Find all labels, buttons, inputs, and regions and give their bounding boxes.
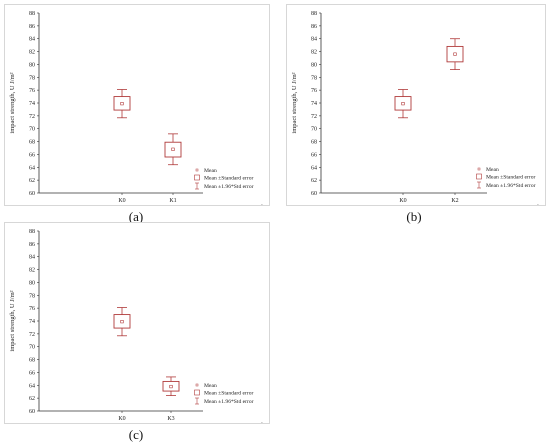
y-tick-label: 72 — [311, 114, 317, 120]
y-tick-label: 78 — [311, 75, 317, 81]
y-tick-label: 60 — [29, 191, 35, 197]
se-box — [446, 45, 464, 63]
y-tick-label: 82 — [29, 268, 35, 274]
legend-mean-label: Mean — [204, 168, 217, 174]
legend-mean-symbol — [195, 383, 199, 387]
y-tick-label: 68 — [311, 140, 317, 146]
se-box — [394, 96, 412, 111]
y-tick-label: 88 — [311, 11, 317, 17]
x-axis-label: Composite material — [488, 204, 539, 205]
y-tick-label: 60 — [29, 409, 35, 415]
x-tick-label: K0 — [118, 198, 125, 204]
caption-b: (b) — [406, 209, 422, 224]
x-tick-label: K1 — [169, 198, 176, 204]
legend-mean-label: Mean — [486, 167, 499, 173]
mean-point — [120, 102, 124, 106]
y-tick-label: 86 — [29, 24, 35, 30]
mean-point — [401, 102, 405, 106]
legend-se-symbol — [476, 173, 482, 180]
caption-c: (c) — [128, 427, 144, 442]
legend-se-symbol — [194, 389, 200, 396]
se-box — [164, 141, 182, 158]
x-tick-label: K0 — [399, 198, 406, 204]
legend-ci-label: Mean ±1.96*Std error — [486, 183, 536, 189]
y-tick-label: 62 — [311, 178, 317, 184]
y-tick-label: 84 — [311, 37, 317, 43]
caption-a: (a) — [128, 209, 144, 224]
y-tick-label: 62 — [29, 178, 35, 184]
y-tick-label: 64 — [29, 383, 35, 389]
y-tick-label: 66 — [311, 152, 317, 158]
y-tick-label: 72 — [29, 332, 35, 338]
y-axis-label: impact strength, U J/m² — [9, 290, 16, 351]
x-axis-label: Composite material — [212, 204, 263, 205]
mean-point — [453, 52, 457, 56]
y-tick-label: 82 — [311, 50, 317, 56]
chart-c: 60 62 64 66 68 70 72 74 76 78 80 82 84 86 88 impact str… — [9, 229, 263, 423]
y-axis-label: impact strength, U J/m² — [9, 72, 16, 133]
y-tick-label: 70 — [29, 345, 35, 351]
se-box — [162, 380, 180, 392]
y-tick-label: 86 — [311, 24, 317, 30]
y-tick-label: 84 — [29, 255, 35, 261]
chart-panel-b: 60 62 64 66 68 70 72 74 76 78 80 82 84 86 88 impact str… — [286, 4, 546, 206]
y-tick-label: 70 — [311, 127, 317, 133]
legend-se-label: Mean ±Standard error — [204, 176, 253, 182]
y-tick-label: 88 — [29, 229, 35, 235]
y-tick-label: 78 — [29, 293, 35, 299]
y-tick-label: 80 — [29, 62, 35, 68]
chart-panel-a: 60 62 64 66 68 70 72 74 76 78 80 82 84 86 88 impact str… — [4, 4, 270, 206]
y-tick-label: 84 — [29, 37, 35, 43]
legend-mean-label: Mean — [204, 383, 217, 389]
legend-ci-label: Mean ±1.96*Std error — [204, 399, 254, 405]
y-tick-label: 76 — [311, 88, 317, 94]
legend-se-symbol — [194, 174, 200, 181]
x-axis-label: Composite material — [212, 422, 263, 423]
chart-b: 60 62 64 66 68 70 72 74 76 78 80 82 84 86 88 impact str… — [291, 11, 539, 205]
legend-mean-symbol — [477, 167, 481, 171]
legend-se-label: Mean ±Standard error — [486, 175, 535, 181]
y-tick-label: 70 — [29, 127, 35, 133]
y-tick-label: 66 — [29, 370, 35, 376]
y-tick-label: 74 — [311, 101, 317, 107]
x-tick-label: K3 — [167, 416, 174, 422]
legend-se-label: Mean ±Standard error — [204, 391, 253, 397]
chart-panel-c: 60 62 64 66 68 70 72 74 76 78 80 82 84 86 88 impact str… — [4, 222, 270, 424]
y-tick-label: 64 — [311, 165, 317, 171]
y-tick-label: 64 — [29, 165, 35, 171]
y-tick-label: 68 — [29, 358, 35, 364]
mean-point — [171, 147, 175, 151]
se-box — [113, 314, 131, 329]
x-tick-label: K0 — [118, 416, 125, 422]
y-tick-label: 76 — [29, 306, 35, 312]
y-tick-label: 82 — [29, 50, 35, 56]
y-tick-label: 60 — [311, 191, 317, 197]
mean-point — [120, 320, 124, 324]
y-tick-label: 74 — [29, 101, 35, 107]
y-tick-label: 74 — [29, 319, 35, 325]
y-tick-label: 66 — [29, 152, 35, 158]
x-tick-label: K2 — [451, 198, 458, 204]
se-box — [113, 96, 131, 111]
legend-mean-symbol — [195, 168, 199, 172]
y-tick-label: 72 — [29, 114, 35, 120]
y-tick-label: 68 — [29, 140, 35, 146]
legend-ci-label: Mean ±1.96*Std error — [204, 184, 254, 190]
chart-a: 60 62 64 66 68 70 72 74 76 78 80 82 84 86 88 impact str… — [9, 11, 263, 205]
mean-point — [169, 384, 173, 389]
y-tick-label: 86 — [29, 242, 35, 248]
y-tick-label: 78 — [29, 75, 35, 81]
y-tick-label: 80 — [311, 62, 317, 68]
y-tick-label: 62 — [29, 396, 35, 402]
y-tick-label: 80 — [29, 280, 35, 286]
y-tick-label: 76 — [29, 88, 35, 94]
y-axis-label: impact strength, U J/m² — [291, 72, 298, 133]
y-tick-label: 88 — [29, 11, 35, 17]
